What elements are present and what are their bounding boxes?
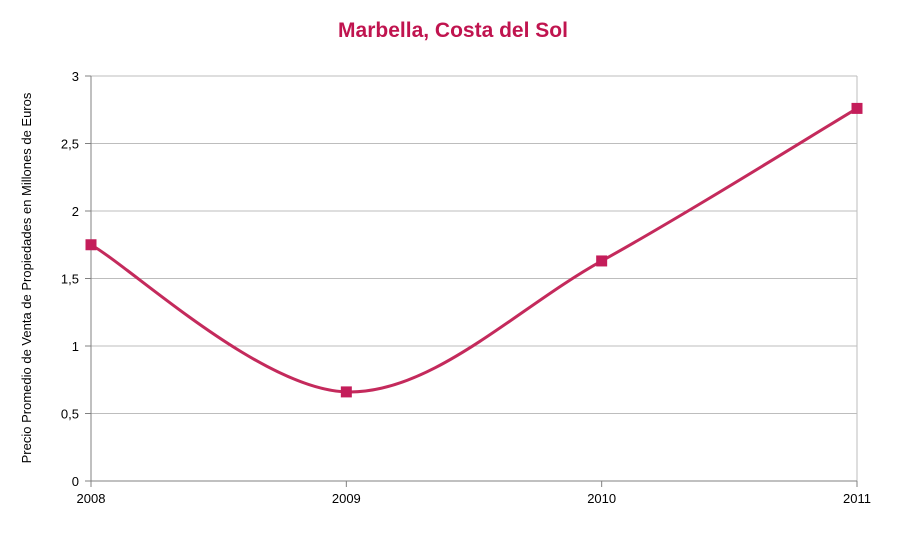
series-markers [85, 102, 863, 398]
y-tick-label: 2 [72, 204, 79, 219]
y-tick-label: 0 [72, 474, 79, 489]
y-tick-label: 2,5 [61, 137, 79, 152]
y-tick-label: 0,5 [61, 407, 79, 422]
grid-lines [91, 75, 858, 481]
data-point-marker [85, 239, 97, 251]
data-point-marker [851, 102, 863, 114]
data-point-marker [340, 386, 352, 398]
y-tick-label: 1,5 [61, 272, 79, 287]
y-axis-label: Precio Promedio de Venta de Propiedades … [19, 92, 34, 463]
x-tick-label: 2010 [587, 491, 616, 506]
axes [85, 75, 858, 487]
x-tick-label: 2009 [332, 491, 361, 506]
chart-title: Marbella, Costa del Sol [338, 19, 568, 42]
tick-labels: 0 0,5 1 1,5 2 2,5 3 2008 2009 2010 2011 [61, 69, 871, 506]
x-tick-label: 2011 [843, 491, 871, 506]
y-tick-label: 1 [72, 339, 79, 354]
data-point-marker [596, 255, 608, 267]
y-tick-label: 3 [72, 69, 79, 84]
series-line-group [90, 107, 858, 394]
x-tick-label: 2008 [77, 491, 106, 506]
series-line [90, 107, 858, 394]
